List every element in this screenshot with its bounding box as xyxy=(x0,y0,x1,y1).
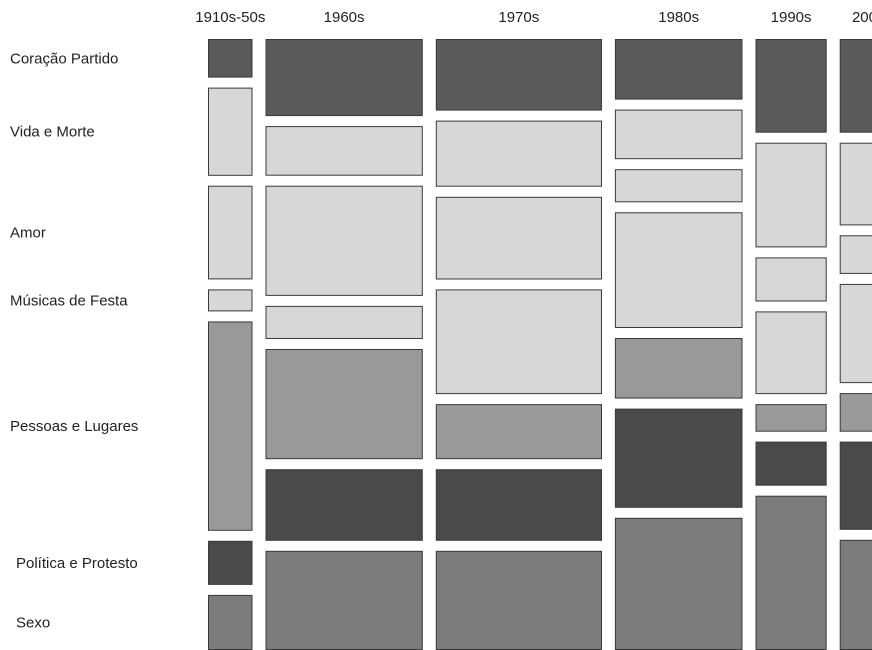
tile-1990s-musicas-de-festa xyxy=(755,311,827,395)
tile-2000s-politica-e-protesto xyxy=(839,441,872,530)
tile-2000s-vida-e-morte xyxy=(839,235,872,274)
tile-1910s-50s-politica-e-protesto xyxy=(208,540,253,585)
mosaic-tiles xyxy=(208,39,872,650)
tile-1990s-vida-e-morte xyxy=(755,142,827,248)
tile-2000s-coracao-partido xyxy=(839,39,872,133)
column-label-1980s: 1980s xyxy=(658,9,699,26)
tile-1990s-amor xyxy=(755,257,827,302)
row-label-sexo: Sexo xyxy=(16,614,50,631)
tile-1910s-50s-sexo xyxy=(208,594,253,650)
tile-2000s-pessoas-e-lugares xyxy=(839,393,872,432)
row-labels: Coração Partido Vida e Morte Amor Músicas d… xyxy=(10,50,138,631)
column-label-1970s: 1970s xyxy=(498,9,539,26)
column-label-1960s: 1960s xyxy=(324,9,365,26)
column-label-1990s: 1990s xyxy=(771,9,812,26)
tile-1990s-coracao-partido xyxy=(755,39,827,133)
tile-1980s-pessoas-e-lugares xyxy=(614,338,743,399)
tile-1960s-sexo xyxy=(265,550,423,650)
tile-2000s-sexo xyxy=(839,539,872,650)
tile-1970s-musicas-de-festa xyxy=(435,289,602,395)
row-label-musicas-de-festa: Músicas de Festa xyxy=(10,292,128,309)
tile-1980s-coracao-partido xyxy=(614,39,743,100)
column-labels: 1910s-50s 1960s 1970s 1980s 1990s 2000s xyxy=(195,9,872,26)
tile-1990s-politica-e-protesto xyxy=(755,441,827,486)
row-label-pessoas-e-lugares: Pessoas e Lugares xyxy=(10,418,138,435)
tile-1960s-musicas-de-festa xyxy=(265,305,423,339)
column-label-2000s: 2000s xyxy=(852,9,872,26)
tile-1970s-coracao-partido xyxy=(435,39,602,111)
tile-1980s-politica-e-protesto xyxy=(614,408,743,508)
tile-1990s-pessoas-e-lugares xyxy=(755,404,827,432)
tile-1910s-50s-amor xyxy=(208,185,253,280)
tile-1970s-politica-e-protesto xyxy=(435,469,602,541)
tile-1970s-vida-e-morte xyxy=(435,120,602,187)
column-label-1910s-50s: 1910s-50s xyxy=(195,9,265,26)
tile-1910s-50s-musicas-de-festa xyxy=(208,289,253,312)
tile-1960s-politica-e-protesto xyxy=(265,469,423,541)
tile-1910s-50s-coracao-partido xyxy=(208,39,253,78)
tile-1980s-musicas-de-festa xyxy=(614,212,743,328)
tile-2000s-amor xyxy=(839,142,872,226)
row-label-politica-e-protesto: Política e Protesto xyxy=(16,555,138,572)
tile-1970s-amor xyxy=(435,196,602,280)
tile-1960s-vida-e-morte xyxy=(265,126,423,176)
tile-1970s-pessoas-e-lugares xyxy=(435,404,602,460)
tile-1980s-amor xyxy=(614,169,743,203)
tile-2000s-musicas-de-festa xyxy=(839,283,872,384)
tile-1910s-50s-vida-e-morte xyxy=(208,87,253,176)
row-label-vida-e-morte: Vida e Morte xyxy=(10,124,95,141)
tile-1980s-sexo xyxy=(614,517,743,650)
row-label-amor: Amor xyxy=(10,225,46,242)
tile-1970s-sexo xyxy=(435,550,602,650)
row-label-coracao-partido: Coração Partido xyxy=(10,50,118,67)
tile-1960s-amor xyxy=(265,185,423,296)
tile-1990s-sexo xyxy=(755,495,827,650)
tile-1960s-pessoas-e-lugares xyxy=(265,349,423,460)
tile-1910s-50s-pessoas-e-lugares xyxy=(208,321,253,531)
tile-1980s-vida-e-morte xyxy=(614,109,743,160)
tile-1960s-coracao-partido xyxy=(265,39,423,117)
